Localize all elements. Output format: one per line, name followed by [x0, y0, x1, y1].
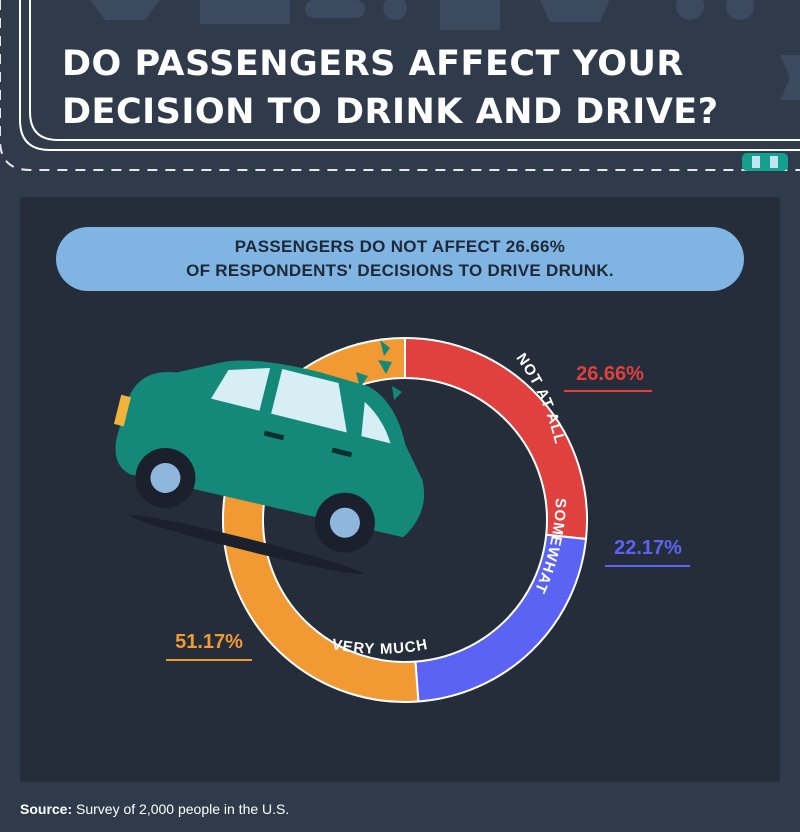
road-decoration — [0, 0, 800, 171]
page-title: DO PASSENGERS AFFECT YOUR DECISION TO DR… — [62, 44, 719, 132]
debris-icon — [356, 340, 402, 400]
donut-segment-somewhat — [414, 533, 588, 703]
source-label: Source: — [20, 801, 73, 817]
callout-line-1: PASSENGERS DO NOT AFFECT 26.66% — [234, 237, 566, 256]
value-label-group-1: 22.17% — [605, 537, 690, 567]
segment-label-very-much: VERY MUCH — [330, 636, 429, 658]
source-note: Source: Survey of 2,000 people in the U.… — [20, 801, 289, 817]
source-text: Survey of 2,000 people in the U.S. — [76, 801, 290, 817]
callout-banner: PASSENGERS DO NOT AFFECT 26.66% OF RESPO… — [56, 227, 744, 291]
value-label-very-much: 51.17% — [175, 631, 243, 653]
car-icon — [113, 360, 425, 575]
value-label-group-2: 51.17% — [166, 631, 252, 661]
small-car-icon — [742, 153, 788, 171]
value-label-group-0: 26.66% — [564, 363, 652, 392]
value-label-somewhat: 22.17% — [614, 537, 682, 559]
callout-line-2: OF RESPONDENTS' DECISIONS TO DRIVE DRUNK… — [186, 261, 614, 280]
skyline-icon — [90, 0, 754, 30]
value-label-not-at-all: 26.66% — [576, 363, 644, 385]
